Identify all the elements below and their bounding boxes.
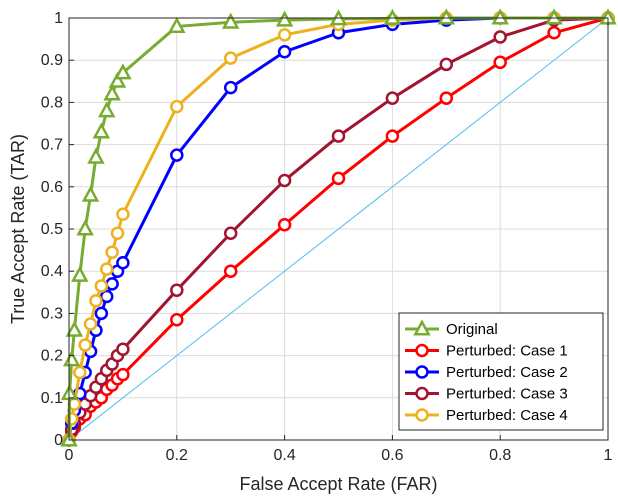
legend: Original Perturbed: Case 1 Perturbed: Case… — [398, 312, 604, 431]
chance-line — [68, 17, 609, 441]
data-point — [97, 101, 116, 118]
data-point — [277, 28, 292, 42]
legend-marker — [415, 408, 429, 422]
legend-label: Perturbed: Case 3 — [446, 386, 568, 403]
data-point — [275, 10, 294, 27]
data-point — [99, 262, 114, 276]
data-point — [62, 350, 81, 367]
x-tick-label: 0.6 — [381, 447, 403, 464]
data-point — [331, 129, 346, 143]
legend-label: Perturbed: Case 4 — [446, 407, 568, 424]
data-point — [439, 91, 454, 105]
y-tick-label: 0.5 — [41, 221, 63, 238]
data-point — [223, 264, 238, 278]
data-point — [94, 279, 109, 293]
data-point — [437, 8, 456, 25]
legend-label: Perturbed: Case 1 — [446, 343, 568, 360]
data-point — [439, 57, 454, 72]
data-point — [71, 265, 89, 282]
data-point — [547, 26, 561, 40]
data-point — [170, 148, 184, 162]
data-point — [116, 207, 130, 221]
x-tick-label: 0 — [65, 447, 74, 464]
data-point — [493, 30, 507, 44]
legend-item: Perturbed: Case 1 — [405, 343, 568, 360]
data-point — [168, 16, 186, 33]
data-point — [223, 80, 238, 95]
data-point — [99, 289, 114, 304]
y-tick-label: 0.8 — [41, 94, 63, 111]
data-point — [221, 12, 240, 29]
x-axis-label: False Accept Rate (FAR) — [239, 474, 437, 494]
data-point — [60, 383, 79, 401]
x-tick-label: 0.4 — [273, 447, 295, 464]
data-point — [87, 147, 105, 164]
legend-label: Perturbed: Case 2 — [446, 364, 568, 381]
data-point — [105, 245, 119, 259]
data-point — [170, 99, 184, 114]
data-point — [116, 342, 130, 357]
data-point — [103, 84, 121, 101]
data-point — [385, 91, 400, 105]
y-tick-label: 0.3 — [41, 305, 63, 322]
legend-marker — [415, 386, 429, 401]
data-point — [277, 45, 292, 59]
y-axis-label: True Accept Rate (TAR) — [8, 134, 28, 324]
data-point — [76, 219, 94, 236]
legend-item: Perturbed: Case 3 — [405, 386, 568, 403]
legend-item: Original — [405, 319, 498, 338]
x-tick-label: 1 — [604, 447, 613, 464]
data-point — [223, 51, 238, 65]
series-group — [60, 8, 617, 447]
data-point — [78, 338, 92, 352]
legend-marker — [415, 365, 429, 379]
y-tick-label: 1 — [54, 10, 63, 27]
legend-label: Original — [446, 321, 498, 338]
y-tick-label: 0.1 — [41, 390, 63, 407]
reference-diagonal — [68, 17, 609, 441]
data-point — [491, 8, 509, 25]
data-point — [94, 306, 109, 321]
data-point — [277, 173, 292, 188]
data-point — [116, 256, 130, 270]
y-tick-label: 0 — [54, 432, 63, 449]
y-tick-label: 0.7 — [41, 137, 63, 154]
legend-item: Perturbed: Case 4 — [405, 407, 568, 424]
legend-marker — [415, 343, 429, 358]
x-tick-label: 0.2 — [166, 447, 188, 464]
data-point — [65, 320, 84, 337]
data-point — [83, 317, 98, 331]
data-point — [92, 122, 111, 139]
y-tick-label: 0.4 — [41, 263, 63, 280]
data-point — [331, 171, 346, 186]
data-point — [170, 283, 184, 297]
data-point — [73, 365, 87, 380]
legend-box — [398, 312, 604, 431]
y-tick-label: 0.2 — [41, 348, 63, 365]
data-point — [105, 277, 119, 291]
data-point — [116, 367, 130, 382]
data-point — [108, 71, 127, 88]
data-point — [277, 218, 292, 232]
x-tick-label: 0.8 — [489, 447, 511, 464]
legend-item: Perturbed: Case 2 — [405, 364, 568, 381]
data-point — [493, 55, 507, 70]
data-point — [81, 185, 100, 202]
data-point — [385, 129, 400, 143]
data-point — [114, 63, 132, 80]
y-tick-label: 0.9 — [41, 52, 63, 69]
tick-labels: 0 0.2 0.4 0.6 0.8 1 0 0.1 0.2 0.3 0.4 0.5 0.6 0.7 0.8 0… — [41, 10, 613, 464]
y-tick-label: 0.6 — [41, 179, 63, 196]
legend-marker — [413, 319, 431, 336]
data-point — [89, 293, 103, 308]
data-point — [223, 226, 238, 240]
data-point — [545, 8, 563, 25]
data-point — [170, 312, 184, 327]
data-point — [110, 226, 125, 240]
